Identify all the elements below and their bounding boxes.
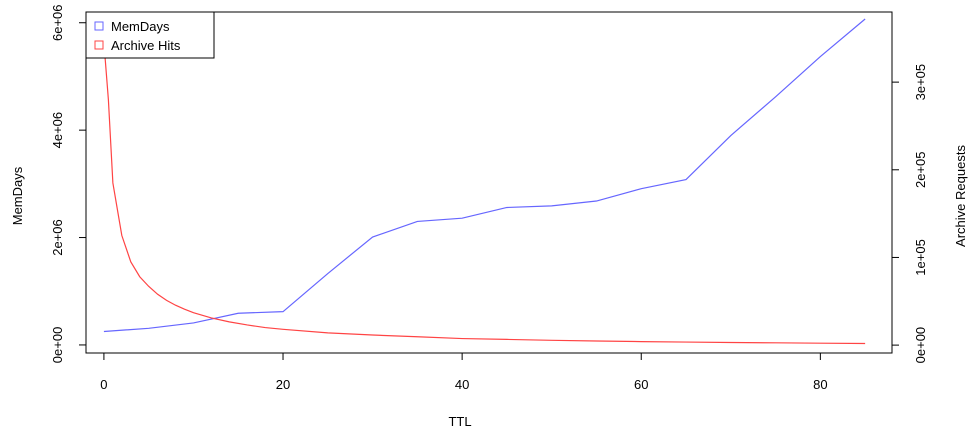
x-tick-label: 40 <box>455 377 469 392</box>
y-axis-left: 0e+00 2e+06 4e+06 6e+06 <box>50 4 87 364</box>
y-axis-left-label: MemDays <box>10 166 25 225</box>
y-right-tick-label: 2e+05 <box>913 152 928 189</box>
legend-swatch <box>94 40 104 50</box>
y-left-tick-label: 0e+00 <box>50 327 65 364</box>
y-left-tick-label: 2e+06 <box>50 219 65 256</box>
x-tick-label: 20 <box>276 377 290 392</box>
plot-frame <box>85 11 893 354</box>
y-right-tick-label: 3e+05 <box>913 64 928 101</box>
x-axis: 0 20 40 60 80 <box>100 352 828 392</box>
legend-box <box>85 11 215 59</box>
y-axis-right: 0e+00 1e+05 2e+05 3e+05 <box>891 64 928 364</box>
y-left-tick-label: 6e+06 <box>50 4 65 41</box>
x-tick-label: 60 <box>634 377 648 392</box>
y-right-tick-label: 0e+00 <box>913 327 928 364</box>
x-tick-label: 0 <box>100 377 107 392</box>
legend-label: MemDays <box>111 19 170 34</box>
plot-lines <box>103 18 866 345</box>
y-axis-right-label: Archive Requests <box>953 145 968 247</box>
x-axis-label: TTL <box>448 414 471 429</box>
series-line-1 <box>103 42 866 345</box>
series-line-0 <box>103 18 866 333</box>
legend-label: Archive Hits <box>111 38 181 53</box>
legend-swatch <box>94 21 104 31</box>
y-right-tick-label: 1e+05 <box>913 239 928 276</box>
legend: MemDays Archive Hits <box>85 11 215 59</box>
x-tick-label: 80 <box>813 377 827 392</box>
y-left-tick-label: 4e+06 <box>50 112 65 149</box>
